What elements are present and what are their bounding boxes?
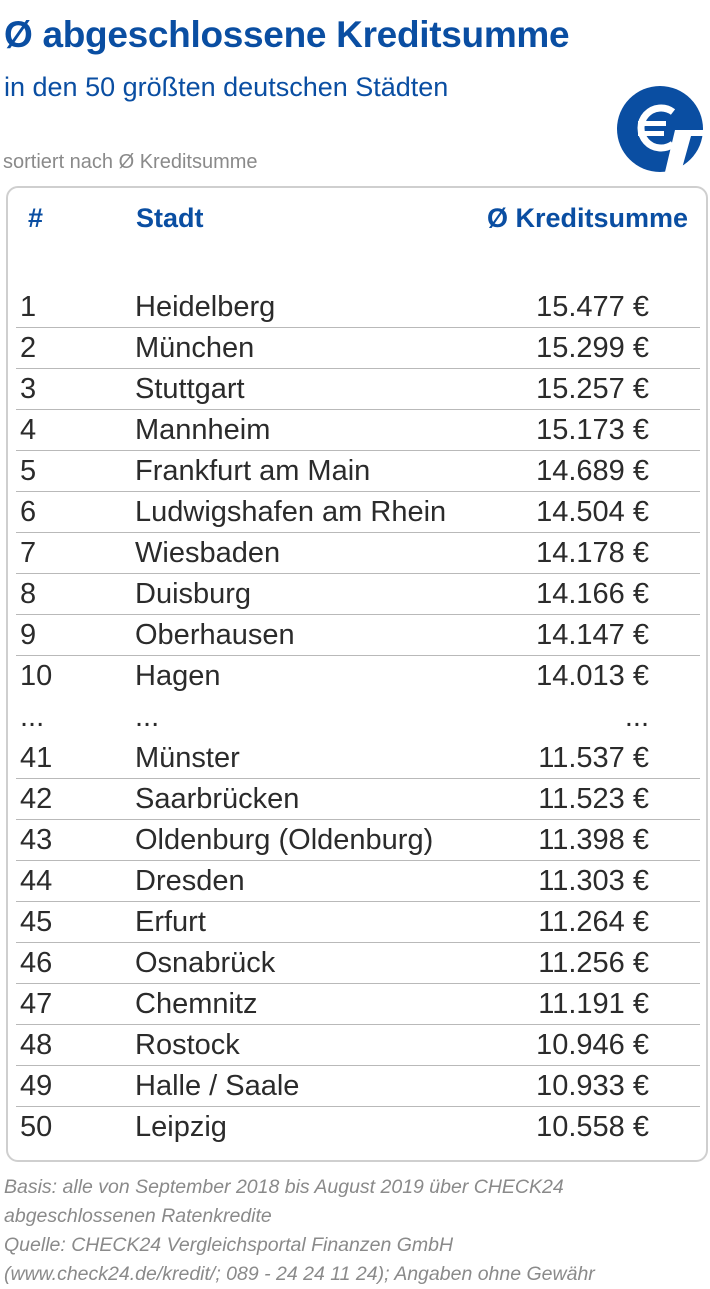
rank-cell: 48: [20, 1029, 53, 1061]
column-header-rank: #: [28, 203, 44, 233]
euro-icon: [617, 86, 707, 172]
footnote-line: (www.check24.de/kredit/; 089 - 24 24 11 …: [4, 1263, 595, 1285]
table-row: 6 Ludwigshafen am Rhein 14.504 €: [16, 492, 700, 533]
rank-cell: 50: [20, 1111, 53, 1143]
table-row: 41 Münster 11.537 €: [16, 738, 700, 779]
table-row: 43 Oldenburg (Oldenburg) 11.398 €: [16, 820, 700, 861]
table-row: 1 Heidelberg 15.477 €: [16, 287, 700, 328]
amount-cell: 11.537 €: [538, 742, 649, 774]
amount-cell: 14.689 €: [536, 455, 649, 487]
table-row: 3 Stuttgart 15.257 €: [16, 369, 700, 410]
amount-cell: 11.256 €: [538, 947, 649, 979]
footnote-line: Quelle: CHECK24 Vergleichsportal Finanze…: [4, 1234, 454, 1256]
amount-cell: 11.191 €: [538, 988, 649, 1020]
amount-cell: 15.173 €: [536, 414, 649, 446]
amount-cell: 10.946 €: [536, 1029, 649, 1061]
amount-cell: 11.264 €: [538, 906, 649, 938]
city-cell: Rostock: [135, 1029, 240, 1061]
table-row: 49 Halle / Saale 10.933 €: [16, 1066, 700, 1107]
table-row: 10 Hagen 14.013 €: [16, 656, 700, 697]
amount-cell: 15.257 €: [536, 373, 649, 405]
table-body: 1 Heidelberg 15.477 € 2 München 15.299 € 3 Stut…: [16, 287, 700, 1148]
table-row: 5 Frankfurt am Main 14.689 €: [16, 451, 700, 492]
amount-cell: 10.558 €: [536, 1111, 649, 1143]
city-cell: Erfurt: [135, 906, 206, 938]
rank-cell: 47: [20, 988, 53, 1020]
city-cell: München: [135, 332, 255, 364]
city-cell: Wiesbaden: [135, 537, 281, 569]
rank-cell: 4: [20, 414, 37, 446]
rank-cell: 8: [20, 578, 37, 610]
amount-cell: 14.166 €: [536, 578, 649, 610]
city-cell: Ludwigshafen am Rhein: [135, 496, 447, 528]
city-cell: Duisburg: [135, 578, 252, 610]
table-row: 2 München 15.299 €: [16, 328, 700, 369]
rank-cell: 10: [20, 660, 53, 692]
page-subtitle: in den 50 größten deutschen Städten: [4, 72, 449, 102]
table-row: 9 Oberhausen 14.147 €: [16, 615, 700, 656]
rank-cell: 6: [20, 496, 37, 528]
city-cell: Chemnitz: [135, 988, 258, 1020]
page-title: Ø abgeschlossene Kreditsumme: [4, 14, 570, 55]
city-cell: Osnabrück: [135, 947, 276, 979]
amount-cell: 14.147 €: [536, 619, 649, 651]
table-row: 7 Wiesbaden 14.178 €: [16, 533, 700, 574]
city-cell: Frankfurt am Main: [135, 455, 371, 487]
column-header-city: Stadt: [136, 203, 204, 233]
table-row: 44 Dresden 11.303 €: [16, 861, 700, 902]
ranking-table: [6, 186, 708, 1162]
rank-cell: 42: [20, 783, 53, 815]
city-cell: Heidelberg: [135, 291, 276, 323]
rank-cell: 7: [20, 537, 37, 569]
rank-cell: 9: [20, 619, 37, 651]
table-row: 45 Erfurt 11.264 €: [16, 902, 700, 943]
footnote-line: abgeschlossenen Ratenkredite: [4, 1205, 272, 1227]
rank-cell: 3: [20, 373, 37, 405]
footnote-line: Basis: alle von September 2018 bis Augus…: [4, 1176, 564, 1198]
city-cell: Dresden: [135, 865, 245, 897]
city-cell: Oldenburg (Oldenburg): [135, 824, 434, 856]
table-row: 47 Chemnitz 11.191 €: [16, 984, 700, 1025]
amount-cell: 14.504 €: [536, 496, 649, 528]
rank-cell: 46: [20, 947, 53, 979]
amount-cell: ...: [624, 701, 649, 733]
city-cell: Saarbrücken: [135, 783, 300, 815]
table-row: 42 Saarbrücken 11.523 €: [16, 779, 700, 820]
rank-cell: 5: [20, 455, 37, 487]
rank-cell: ...: [20, 701, 45, 733]
footnote: Basis: alle von September 2018 bis Augus…: [4, 1173, 595, 1289]
amount-cell: 15.299 €: [536, 332, 649, 364]
table-row: 8 Duisburg 14.166 €: [16, 574, 700, 615]
rank-cell: 1: [20, 291, 37, 323]
rank-cell: 41: [20, 742, 53, 774]
amount-cell: 11.398 €: [538, 824, 649, 856]
amount-cell: 11.303 €: [538, 865, 649, 897]
amount-cell: 14.178 €: [536, 537, 649, 569]
table-row: 50 Leipzig 10.558 €: [16, 1107, 700, 1148]
column-header-amount: Ø Kreditsumme: [486, 203, 688, 233]
rank-cell: 44: [20, 865, 53, 897]
amount-cell: 10.933 €: [536, 1070, 649, 1102]
city-cell: Münster: [135, 742, 240, 774]
city-cell: Leipzig: [135, 1111, 227, 1143]
rank-cell: 45: [20, 906, 53, 938]
city-cell: Stuttgart: [135, 373, 245, 405]
city-cell: Hagen: [135, 660, 221, 692]
amount-cell: 11.523 €: [538, 783, 649, 815]
table-row: 4 Mannheim 15.173 €: [16, 410, 700, 451]
city-cell: Halle / Saale: [135, 1070, 300, 1102]
rank-cell: 43: [20, 824, 53, 856]
table-row: 46 Osnabrück 11.256 €: [16, 943, 700, 984]
table-row: 48 Rostock 10.946 €: [16, 1025, 700, 1066]
table-row: .........: [16, 697, 700, 738]
amount-cell: 15.477 €: [536, 291, 649, 323]
city-cell: Mannheim: [135, 414, 271, 446]
city-cell: ...: [135, 701, 160, 733]
amount-cell: 14.013 €: [536, 660, 649, 692]
rank-cell: 49: [20, 1070, 53, 1102]
rank-cell: 2: [20, 332, 37, 364]
city-cell: Oberhausen: [135, 619, 295, 651]
sort-note: sortiert nach Ø Kreditsumme: [3, 151, 258, 173]
